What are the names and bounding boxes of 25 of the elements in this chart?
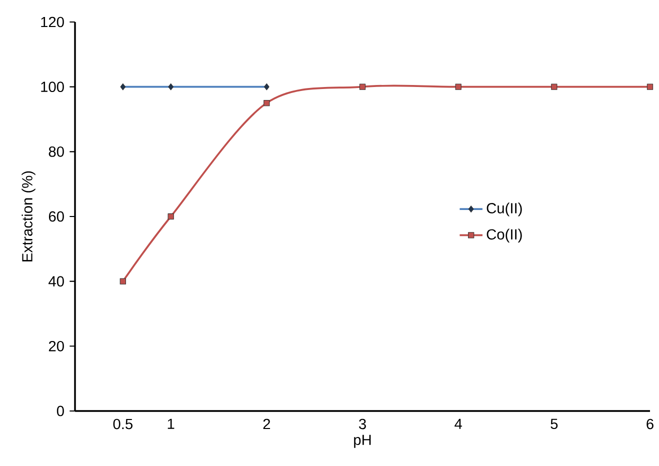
y-tick-label: 0 [56, 406, 64, 416]
point [168, 213, 174, 220]
x-tick-label: 0.5 [113, 418, 132, 430]
y-tick-label: 60 [48, 211, 64, 222]
y-tick-label: 40 [48, 276, 64, 287]
point [359, 84, 366, 90]
point [120, 278, 126, 284]
x-tick-label: 2 [263, 418, 270, 430]
point [455, 84, 462, 90]
x-axis-title: pH [354, 434, 371, 448]
legend-label: Co(II) [486, 228, 522, 242]
point [551, 84, 558, 90]
point [646, 84, 654, 90]
y-tick-label: 80 [48, 146, 64, 157]
legend-label: Cu(II) [486, 202, 522, 216]
y-axis-title: Extraction (%) [22, 171, 36, 262]
x-tick-label: 3 [358, 418, 366, 430]
y-tick-label: 20 [48, 340, 64, 352]
point [264, 100, 270, 106]
x-tick-label: 6 [646, 418, 654, 430]
x-tick-label: 4 [454, 418, 462, 429]
y-tick-label: 120 [41, 16, 64, 28]
y-tick-label: 100 [41, 82, 64, 92]
x-tick-label: 5 [550, 418, 558, 430]
x-tick-label: 1 [168, 418, 174, 429]
